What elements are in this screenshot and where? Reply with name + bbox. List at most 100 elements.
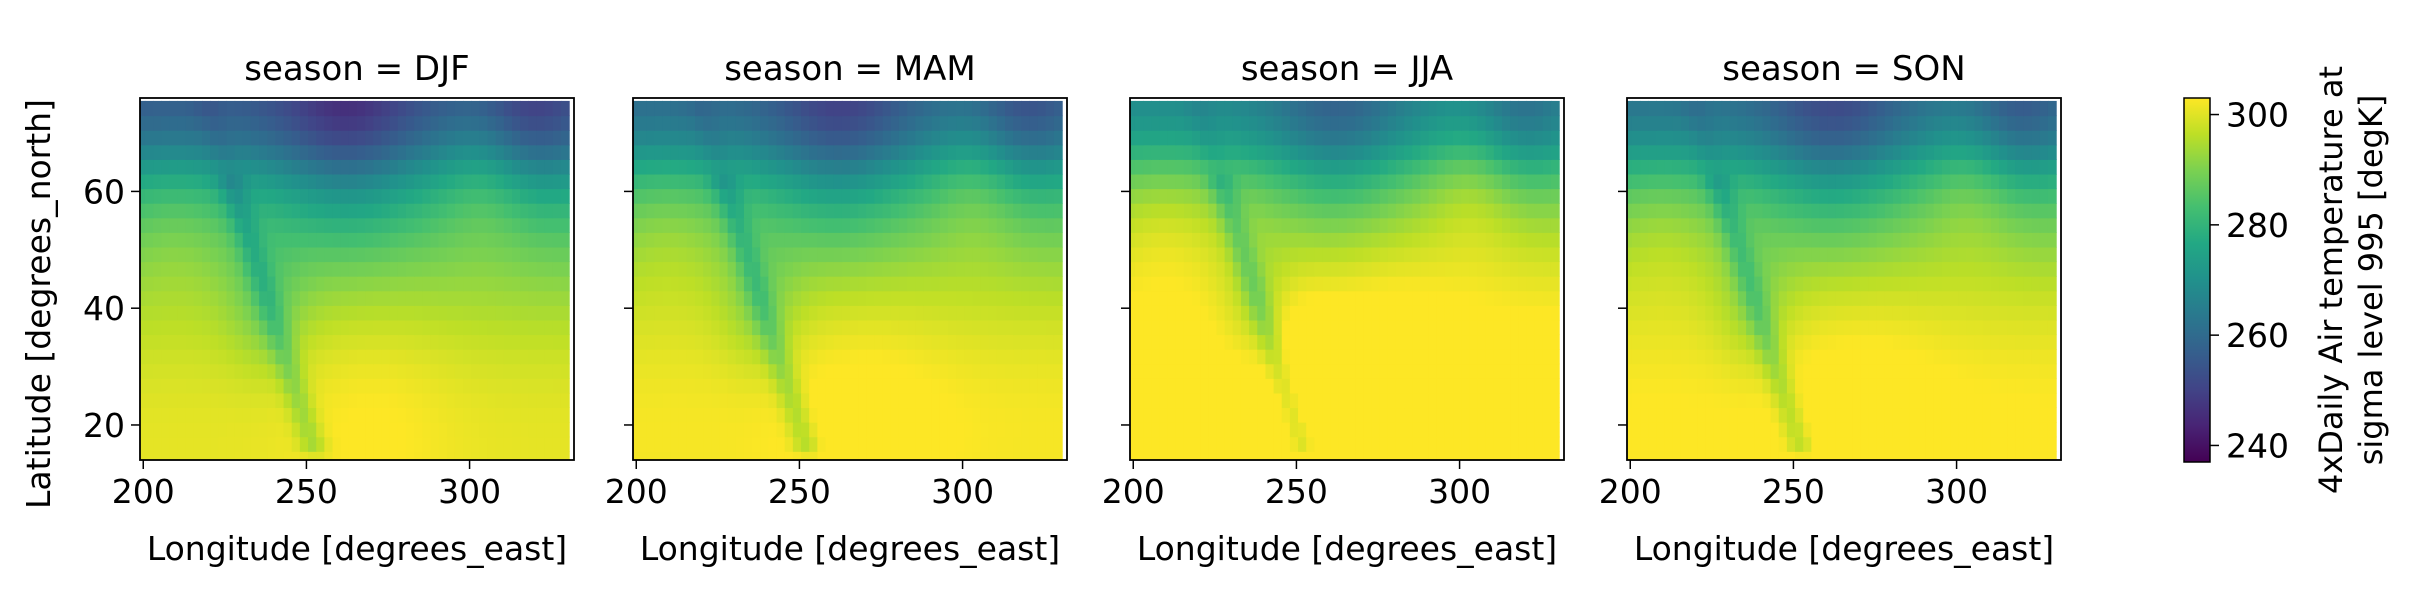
- heatmap-cell: [397, 363, 407, 379]
- heatmap-cell: [1355, 422, 1364, 438]
- heatmap-cell: [1803, 378, 1812, 394]
- heatmap-cell: [1013, 363, 1022, 379]
- heatmap-cell: [536, 115, 546, 131]
- heatmap-cell: [1526, 422, 1536, 438]
- heatmap-cell: [463, 144, 472, 160]
- heatmap-cell: [1518, 407, 1528, 423]
- heatmap-cell: [1167, 305, 1177, 321]
- heatmap-cell: [405, 144, 415, 160]
- heatmap-cell: [544, 188, 554, 204]
- heatmap-cell: [1208, 246, 1218, 263]
- heatmap-cell: [1542, 173, 1552, 190]
- heatmap-cell: [1876, 319, 1886, 336]
- heatmap-cell: [1778, 290, 1788, 306]
- heatmap-cell: [686, 173, 696, 190]
- heatmap-cell: [397, 217, 407, 233]
- heatmap-cell: [1640, 319, 1649, 336]
- heatmap-cell: [1477, 276, 1487, 292]
- heatmap-cell: [678, 173, 688, 190]
- heatmap-cell: [528, 232, 538, 248]
- heatmap-cell: [686, 203, 696, 219]
- heatmap-cell: [801, 159, 810, 175]
- heatmap-cell: [1281, 100, 1291, 117]
- heatmap-cell: [463, 319, 472, 336]
- heatmap-cell: [308, 363, 317, 379]
- heatmap-cell: [1175, 319, 1185, 336]
- heatmap-cell: [495, 422, 505, 438]
- heatmap-cell: [503, 261, 513, 277]
- heatmap-cell: [332, 392, 342, 409]
- heatmap-cell: [882, 363, 892, 379]
- heatmap-cell: [1363, 334, 1373, 350]
- heatmap-cell: [365, 188, 374, 204]
- heatmap-cell: [463, 100, 472, 117]
- heatmap-cell: [226, 407, 236, 423]
- heatmap-cell: [430, 392, 440, 409]
- heatmap-cell: [1143, 115, 1152, 131]
- heatmap-cell: [1029, 363, 1039, 379]
- heatmap-cell: [1461, 349, 1470, 365]
- heatmap-cell: [520, 130, 529, 146]
- heatmap-cell: [923, 349, 933, 365]
- heatmap-cell: [1974, 319, 1984, 336]
- heatmap-cell: [357, 422, 366, 438]
- heatmap-cell: [479, 246, 489, 263]
- heatmap-cell: [809, 422, 818, 438]
- heatmap-cell: [454, 144, 464, 160]
- heatmap-cell: [1021, 422, 1031, 438]
- heatmap-cell: [471, 188, 480, 204]
- heatmap-cell: [1192, 407, 1201, 423]
- heatmap-cell: [560, 422, 570, 438]
- heatmap-cell: [1469, 203, 1479, 219]
- heatmap-cell: [980, 261, 990, 277]
- heatmap-cell: [1387, 451, 1397, 460]
- heatmap-cell: [817, 130, 827, 146]
- heatmap-cell: [850, 436, 859, 452]
- heatmap-cell: [381, 363, 391, 379]
- heatmap-cell: [1240, 115, 1250, 131]
- heatmap-cell: [1627, 305, 1633, 321]
- heatmap-cell: [711, 407, 721, 423]
- heatmap-cell: [1159, 349, 1169, 365]
- heatmap-cell: [1289, 261, 1299, 277]
- heatmap-cell: [1338, 305, 1348, 321]
- heatmap-cell: [1778, 246, 1788, 263]
- heatmap-cell: [1208, 407, 1218, 423]
- heatmap-cell: [633, 261, 639, 277]
- heatmap-cell: [1379, 246, 1389, 263]
- heatmap-cell: [1436, 232, 1446, 248]
- heatmap-cell: [1347, 203, 1356, 219]
- heatmap-cell: [1713, 378, 1723, 394]
- heatmap-cell: [996, 290, 1006, 306]
- heatmap-cell: [703, 246, 712, 263]
- heatmap-cell: [381, 319, 391, 336]
- heatmap-cell: [1134, 173, 1144, 190]
- heatmap-cell: [695, 261, 704, 277]
- heatmap-cell: [308, 173, 317, 190]
- heatmap-cell: [1175, 232, 1185, 248]
- heatmap-cell: [792, 203, 802, 219]
- heatmap-cell: [1453, 290, 1462, 306]
- heatmap-cell: [1347, 188, 1356, 204]
- heatmap-cell: [267, 392, 277, 409]
- heatmap-cell: [1273, 232, 1283, 248]
- heatmap-cell: [1868, 436, 1878, 452]
- heatmap-cell: [1542, 319, 1552, 336]
- heatmap-cell: [1453, 203, 1462, 219]
- heatmap-cell: [242, 115, 252, 131]
- heatmap-cell: [1835, 407, 1845, 423]
- heatmap-cell: [1151, 407, 1160, 423]
- heatmap-cell: [153, 232, 162, 248]
- heatmap-cell: [898, 349, 908, 365]
- heatmap-cell: [389, 407, 399, 423]
- heatmap-cell: [1884, 334, 1894, 350]
- heatmap-cell: [711, 173, 721, 190]
- heatmap-cell: [324, 203, 334, 219]
- heatmap-cell: [1819, 334, 1829, 350]
- heatmap-cell: [414, 392, 423, 409]
- heatmap-cell: [1151, 115, 1160, 131]
- heatmap-cell: [250, 203, 260, 219]
- heatmap-cell: [1461, 305, 1470, 321]
- heatmap-cell: [177, 115, 187, 131]
- heatmap-cell: [1005, 144, 1014, 160]
